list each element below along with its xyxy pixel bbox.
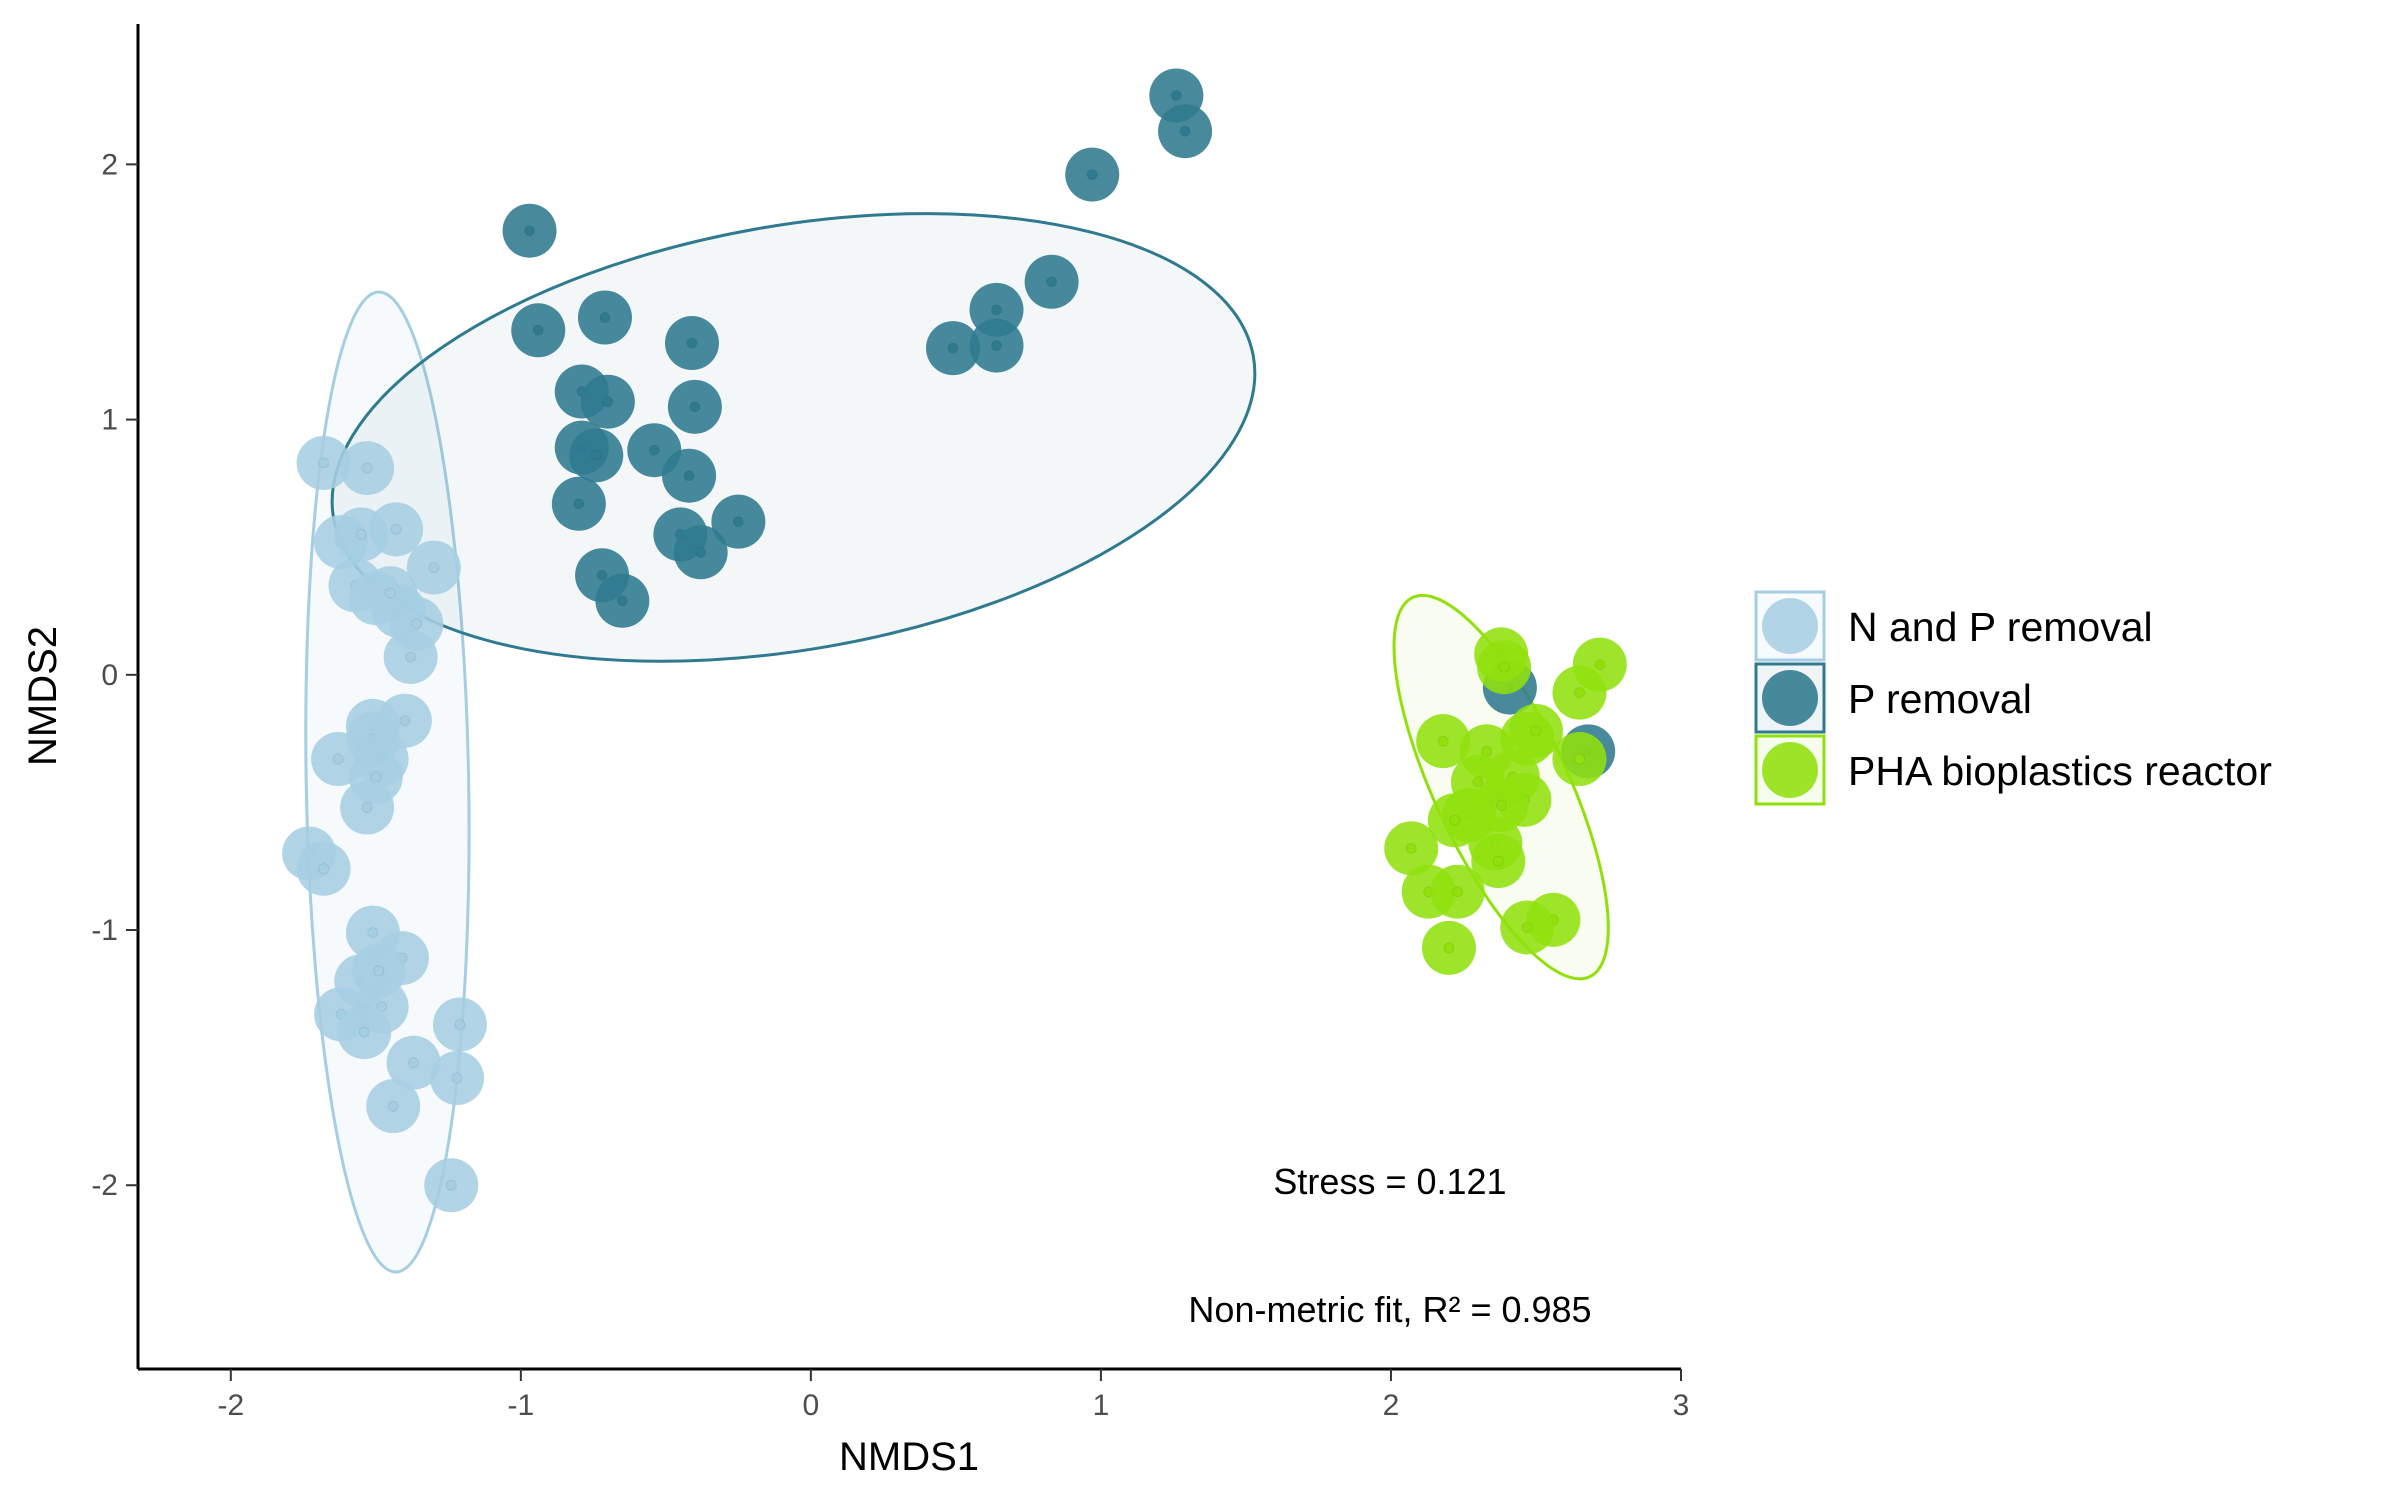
x-tick-label-3: 1 [1093,1389,1110,1422]
point-center-1-2 [1086,169,1098,181]
point-center-1-18 [573,498,585,510]
point-center-0-30 [451,1072,463,1084]
point-center-1-9 [686,337,698,349]
x-tick-label-2: 0 [803,1389,820,1422]
x-tick-label-4: 2 [1383,1389,1400,1422]
point-center-2-8 [1573,753,1585,765]
point-center-2-12 [1495,799,1507,811]
point-center-2-4 [1437,735,1449,747]
point-center-1-21 [695,546,707,558]
y-tick-label-3: 1 [101,404,118,437]
point-center-2-14 [1449,814,1461,826]
point-center-2-16 [1405,842,1417,854]
point-center-0-1 [361,462,373,474]
point-center-0-3 [355,528,367,540]
point-center-1-1 [1179,125,1191,137]
point-center-0-31 [387,1100,399,1112]
point-center-0-24 [373,965,385,977]
y-tick-label-0: -2 [91,1169,118,1202]
y-axis-title: NMDS2 [21,626,65,766]
point-center-2-22 [1443,942,1455,954]
point-center-0-18 [361,802,373,814]
point-center-1-12 [602,396,614,408]
point-center-0-6 [428,562,440,574]
point-center-0-16 [332,753,344,765]
point-center-0-20 [318,863,330,875]
x-tick-label-5: 3 [1673,1389,1690,1422]
point-center-1-7 [991,304,1003,316]
fit-annotation: Non-metric fit, R² = 0.985 [1188,1289,1591,1330]
point-center-0-4 [390,523,402,535]
point-center-1-19 [732,516,744,528]
legend-key-point-1 [1762,670,1818,726]
legend-key-point-2 [1762,742,1818,798]
y-tick-label-1: -1 [91,914,118,947]
x-tick-label-1: -1 [508,1389,535,1422]
legend-label-2: PHA bioplastics reactor [1848,748,2272,794]
point-center-2-5 [1481,745,1493,757]
point-center-2-1 [1498,661,1510,673]
y-tick-label-2: 0 [101,659,118,692]
x-axis-ticks: -2 -1 0 1 2 3 [217,1369,1689,1422]
point-center-0-10 [384,587,396,599]
point-center-1-3 [524,225,536,237]
data-points [282,68,1627,1213]
point-center-0-17 [370,771,382,783]
legend: N and P removal P removal PHA bioplastics … [1754,590,2272,806]
point-center-1-13 [689,401,701,413]
point-center-0-28 [454,1018,466,1030]
point-center-1-22 [596,569,608,581]
legend-label-0: N and P removal [1848,604,2153,650]
point-center-0-11 [405,651,417,663]
stress-annotation: Stress = 0.121 [1273,1161,1506,1202]
x-axis-title: NMDS1 [839,1435,979,1479]
point-center-1-6 [599,312,611,324]
point-center-0-27 [358,1026,370,1038]
point-center-2-10 [1472,776,1484,788]
legend-label-1: P removal [1848,676,2032,722]
point-center-1-10 [991,340,1003,352]
point-center-0-21 [367,927,379,939]
point-center-1-5 [532,324,544,336]
point-center-2-2 [1594,659,1606,671]
point-center-2-3 [1573,687,1585,699]
y-axis-ticks: -2 -1 0 1 2 [91,148,138,1202]
point-center-0-32 [445,1179,457,1191]
point-center-2-17 [1492,855,1504,867]
point-center-1-4 [1046,276,1058,288]
point-center-2-19 [1452,886,1464,898]
point-center-0-9 [410,618,422,630]
point-center-1-16 [648,444,660,456]
point-center-2-21 [1521,921,1533,933]
point-center-2-7 [1530,725,1542,737]
x-tick-label-0: -2 [217,1389,244,1422]
point-center-1-15 [590,449,602,461]
point-center-1-0 [1170,89,1182,101]
point-center-1-8 [947,342,959,354]
point-center-1-23 [616,595,628,607]
point-center-0-29 [408,1057,420,1069]
point-center-1-17 [683,470,695,482]
y-tick-label-4: 2 [101,148,118,181]
legend-key-point-0 [1762,598,1818,654]
point-center-0-12 [399,715,411,727]
point-center-0-0 [318,457,330,469]
